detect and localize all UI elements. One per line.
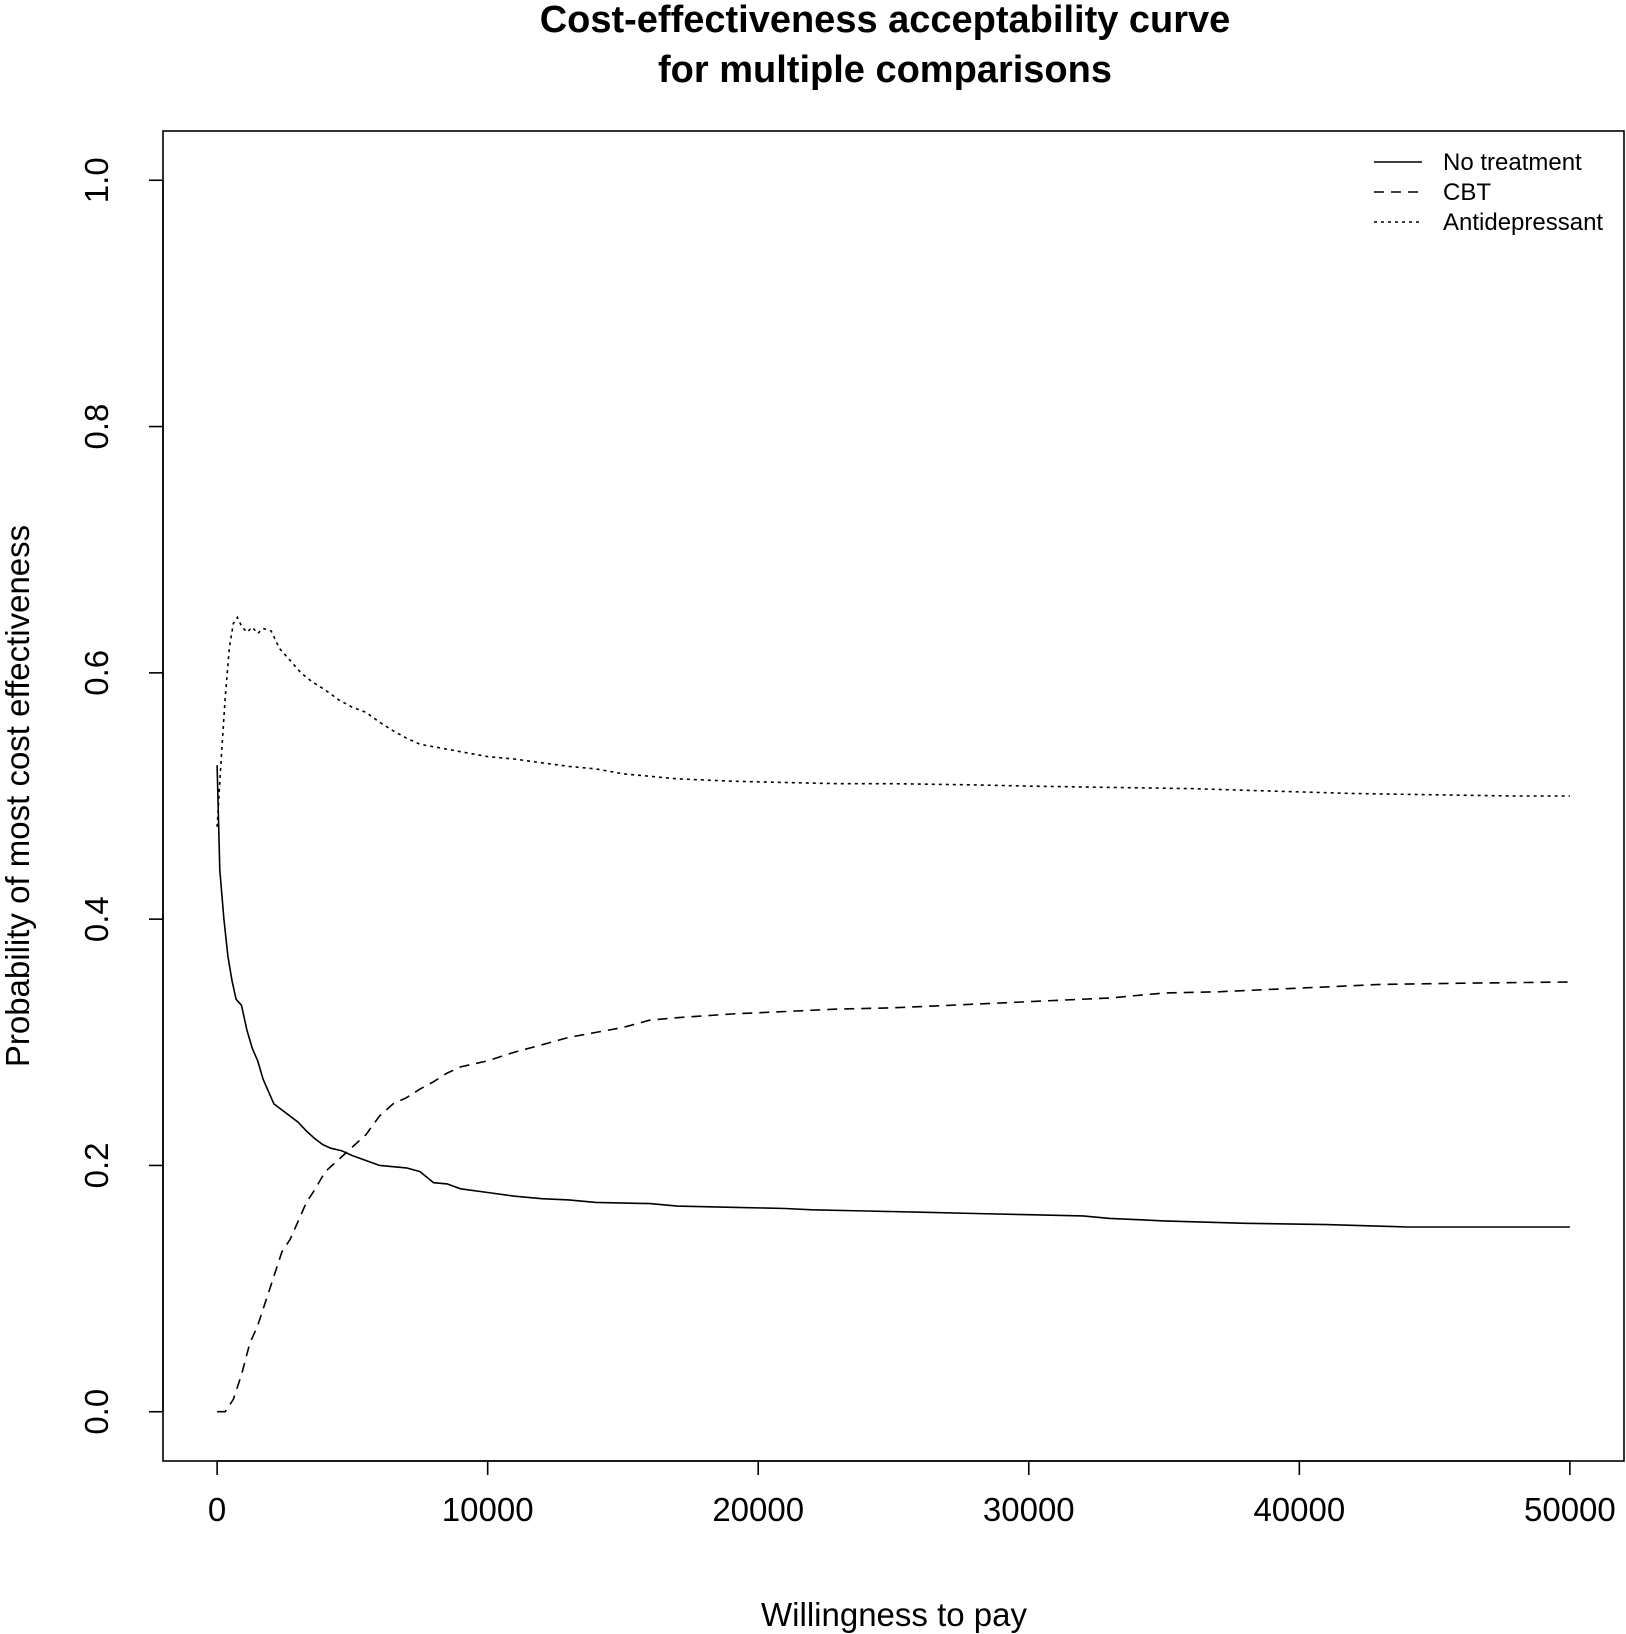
y-tick-label: 0.6 xyxy=(78,650,115,696)
plot-frame xyxy=(162,130,1625,1462)
y-axis: 0.0 0.2 0.4 0.6 0.8 1.0 xyxy=(78,157,164,1435)
legend-label-cbt: CBT xyxy=(1443,179,1491,206)
chart-title-line-1: Cost-effectiveness acceptability curve xyxy=(540,0,1231,41)
x-tick-label: 10000 xyxy=(442,1491,534,1528)
legend: No treatment CBT Antidepressant xyxy=(1374,149,1603,236)
y-tick-label: 0.0 xyxy=(78,1389,115,1435)
x-axis-label: Willingness to pay xyxy=(761,1596,1027,1633)
chart-title-line-2: for multiple comparisons xyxy=(658,49,1112,91)
x-tick-label: 40000 xyxy=(1253,1491,1345,1528)
x-tick-label: 0 xyxy=(208,1491,226,1528)
x-tick-label: 20000 xyxy=(712,1491,804,1528)
series-layer xyxy=(216,615,1570,1413)
x-axis: 0 10000 20000 30000 40000 50000 xyxy=(208,1460,1616,1528)
x-tick-label: 50000 xyxy=(1524,1491,1616,1528)
y-tick-label: 0.4 xyxy=(78,896,115,942)
y-tick-label: 0.8 xyxy=(78,404,115,450)
legend-label-antidepressant: Antidepressant xyxy=(1443,209,1603,236)
y-axis-label: Probability of most cost effectiveness xyxy=(0,525,36,1067)
series-line-antidepressant xyxy=(216,615,1570,827)
series-line-no-treatment xyxy=(216,765,1570,1228)
x-tick-label: 30000 xyxy=(983,1491,1075,1528)
y-tick-label: 0.2 xyxy=(78,1143,115,1189)
series-line-cbt xyxy=(217,981,1570,1413)
legend-label-no-treatment: No treatment xyxy=(1443,149,1582,176)
y-tick-label: 1.0 xyxy=(78,157,115,203)
